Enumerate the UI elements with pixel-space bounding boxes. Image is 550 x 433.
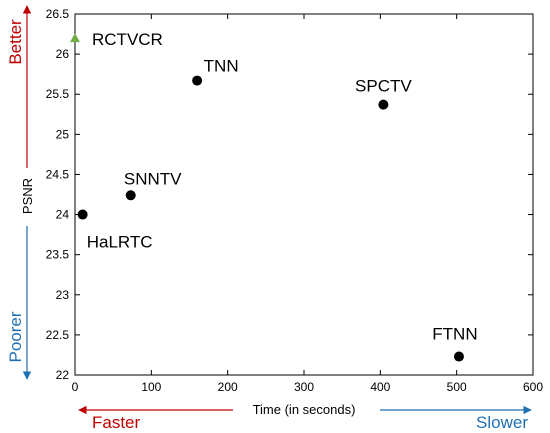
better-label: Better [6, 19, 25, 65]
x-tick-label: 100 [141, 380, 161, 394]
point-marker-ftnn [453, 351, 464, 362]
slower-label: Slower [476, 413, 528, 432]
y-axis-ticks: 22 22.5 23 23.5 24 24.5 25 25.5 26 26.5 [46, 7, 533, 382]
y-tick-label: 23 [56, 288, 70, 302]
x-axis-ticks: 0 100 200 300 400 500 600 [72, 14, 543, 394]
point-label-rctvcr: RCTVCR [92, 30, 163, 49]
y-tick-label: 22 [56, 368, 70, 382]
faster-label: Faster [92, 413, 141, 432]
x-tick-label: 500 [447, 380, 467, 394]
y-axis-label: PSNR [20, 178, 35, 214]
poorer-label: Poorer [6, 311, 25, 362]
y-tick-label: 22.5 [46, 328, 70, 342]
x-tick-label: 400 [370, 380, 390, 394]
plot-frame [74, 13, 534, 376]
point-label-snntv: SNNTV [124, 169, 182, 188]
point-marker-tnn [192, 75, 203, 86]
y-tick-label: 26 [56, 47, 70, 61]
plot-area [74, 13, 534, 376]
point-label-halrtc: HaLRTC [87, 233, 153, 252]
point-marker-halrtc [77, 209, 88, 220]
point-label-ftnn: FTNN [432, 325, 477, 344]
x-tick-label: 200 [218, 380, 238, 394]
point-marker-snntv [125, 190, 136, 201]
y-tick-label: 25 [56, 127, 70, 141]
x-tick-label: 0 [72, 380, 79, 394]
x-tick-label: 600 [523, 380, 543, 394]
y-tick-label: 24.5 [46, 167, 70, 181]
y-tick-label: 26.5 [46, 7, 70, 21]
point-marker-spctv [378, 99, 389, 110]
point-label-tnn: TNN [204, 57, 239, 76]
point-label-spctv: SPCTV [355, 77, 412, 96]
point-marker-rctvcr [70, 33, 80, 43]
y-tick-label: 23.5 [46, 248, 70, 262]
data-points: RCTVCR TNN SPCTV SNNTV HaLRTC FTNN [70, 30, 478, 362]
y-tick-label: 25.5 [46, 87, 70, 101]
x-axis-label: Time (in seconds) [253, 402, 356, 417]
y-tick-label: 24 [56, 208, 70, 222]
x-tick-label: 300 [294, 380, 314, 394]
